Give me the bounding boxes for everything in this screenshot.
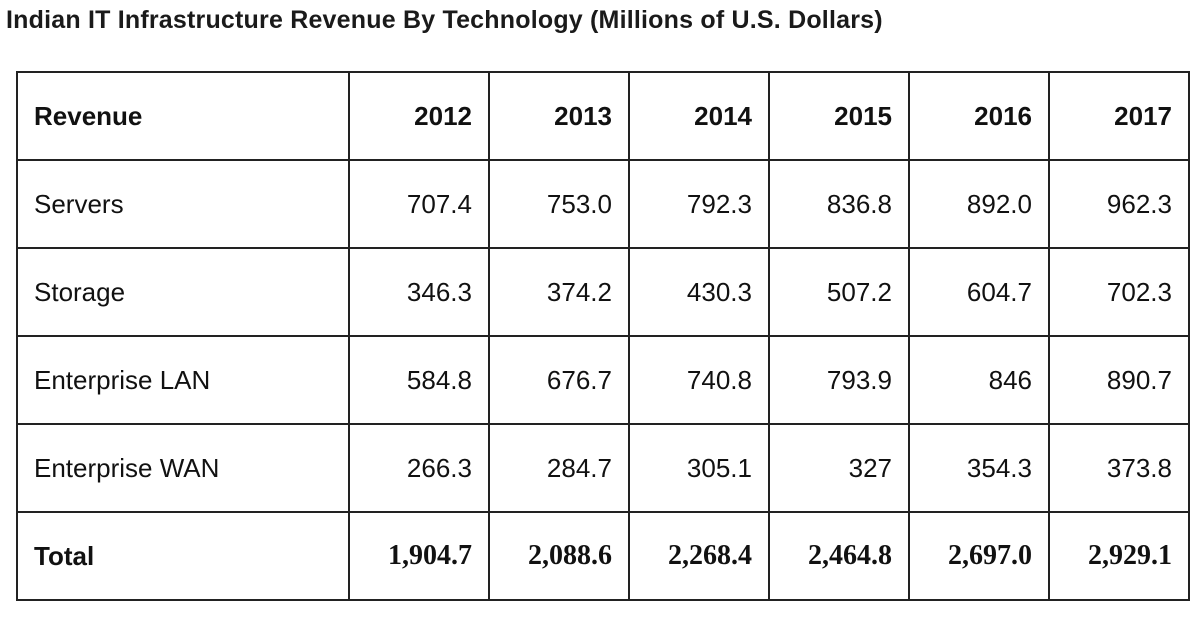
table-row-servers: Servers 707.4 753.0 792.3 836.8 892.0 96… [16,159,1190,249]
table-row-enterprise-wan: Enterprise WAN 266.3 284.7 305.1 327 354… [16,423,1190,513]
revenue-table: Revenue 2012 2013 2014 2015 2016 2017 Se… [16,71,1190,601]
table-cell: 373.8 [1048,423,1190,513]
table-cell: 846 [908,335,1050,425]
table-cell: 740.8 [628,335,770,425]
table-cell: 836.8 [768,159,910,249]
row-label: Total [16,511,350,601]
table-cell: 892.0 [908,159,1050,249]
table-cell-total: 2,929.1 [1048,511,1190,601]
table-cell: 266.3 [348,423,490,513]
table-row-enterprise-lan: Enterprise LAN 584.8 676.7 740.8 793.9 8… [16,335,1190,425]
table-cell: 354.3 [908,423,1050,513]
table-cell: 346.3 [348,247,490,337]
table-cell: 702.3 [1048,247,1190,337]
table-cell: 507.2 [768,247,910,337]
column-header-year: 2014 [628,71,770,161]
table-cell: 604.7 [908,247,1050,337]
table-cell: 327 [768,423,910,513]
table-cell-total: 2,464.8 [768,511,910,601]
table-cell: 753.0 [488,159,630,249]
row-label: Enterprise LAN [16,335,350,425]
column-header-year: 2013 [488,71,630,161]
row-label: Storage [16,247,350,337]
column-header-revenue: Revenue [16,71,350,161]
column-header-year: 2017 [1048,71,1190,161]
table-cell: 374.2 [488,247,630,337]
column-header-year: 2016 [908,71,1050,161]
column-header-year: 2012 [348,71,490,161]
table-cell: 792.3 [628,159,770,249]
row-label: Enterprise WAN [16,423,350,513]
table-cell: 890.7 [1048,335,1190,425]
row-label: Servers [16,159,350,249]
table-cell: 430.3 [628,247,770,337]
table-row-storage: Storage 346.3 374.2 430.3 507.2 604.7 70… [16,247,1190,337]
table-cell: 793.9 [768,335,910,425]
table-header-row: Revenue 2012 2013 2014 2015 2016 2017 [16,71,1190,161]
table-row-total: Total 1,904.7 2,088.6 2,268.4 2,464.8 2,… [16,511,1190,601]
table-cell: 305.1 [628,423,770,513]
table-cell: 676.7 [488,335,630,425]
table-cell-total: 2,697.0 [908,511,1050,601]
column-header-year: 2015 [768,71,910,161]
table-cell-total: 2,268.4 [628,511,770,601]
table-cell: 962.3 [1048,159,1190,249]
page-title: Indian IT Infrastructure Revenue By Tech… [6,6,883,34]
table-cell: 707.4 [348,159,490,249]
table-cell-total: 2,088.6 [488,511,630,601]
table-cell-total: 1,904.7 [348,511,490,601]
table-cell: 584.8 [348,335,490,425]
table-cell: 284.7 [488,423,630,513]
